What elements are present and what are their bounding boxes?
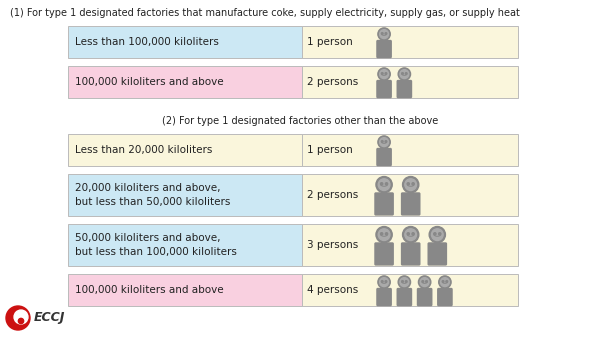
Circle shape: [14, 310, 28, 324]
Circle shape: [380, 183, 383, 185]
Text: 100,000 kiloliters and above: 100,000 kiloliters and above: [75, 77, 224, 87]
Circle shape: [382, 32, 383, 34]
Circle shape: [406, 281, 407, 282]
Text: 2 persons: 2 persons: [307, 77, 358, 87]
Circle shape: [376, 176, 392, 193]
Circle shape: [429, 226, 445, 243]
Circle shape: [412, 233, 414, 235]
Circle shape: [382, 73, 383, 74]
Text: (1) For type 1 designated factories that manufacture coke, supply electricity, s: (1) For type 1 designated factories that…: [10, 8, 520, 18]
FancyBboxPatch shape: [376, 288, 392, 306]
Circle shape: [422, 281, 424, 282]
Bar: [302, 174, 518, 216]
Circle shape: [380, 30, 389, 39]
Circle shape: [385, 73, 387, 74]
Circle shape: [385, 141, 387, 142]
FancyBboxPatch shape: [397, 288, 412, 306]
Circle shape: [407, 183, 409, 185]
Circle shape: [378, 68, 390, 80]
Circle shape: [378, 136, 390, 148]
FancyBboxPatch shape: [374, 192, 394, 215]
Circle shape: [406, 73, 407, 74]
Circle shape: [446, 281, 448, 282]
Circle shape: [418, 276, 431, 288]
FancyBboxPatch shape: [401, 242, 421, 266]
Text: 3 persons: 3 persons: [307, 240, 358, 250]
Bar: [68, 26, 302, 58]
Circle shape: [403, 176, 419, 193]
Bar: [68, 274, 302, 306]
FancyBboxPatch shape: [374, 242, 394, 266]
Circle shape: [380, 137, 389, 147]
Bar: [68, 224, 302, 266]
Circle shape: [385, 183, 388, 185]
Circle shape: [401, 73, 403, 74]
Circle shape: [385, 32, 387, 34]
Circle shape: [378, 276, 390, 288]
Text: (2) For type 1 designated factories other than the above: (2) For type 1 designated factories othe…: [162, 116, 438, 126]
Circle shape: [385, 281, 387, 282]
Bar: [302, 26, 518, 58]
Bar: [68, 66, 302, 98]
Circle shape: [378, 179, 390, 190]
Circle shape: [382, 281, 383, 282]
Circle shape: [400, 70, 409, 79]
Circle shape: [442, 281, 444, 282]
Circle shape: [400, 278, 409, 287]
FancyBboxPatch shape: [376, 148, 392, 166]
FancyBboxPatch shape: [397, 80, 412, 98]
Text: 20,000 kiloliters and above,
but less than 50,000 kiloliters: 20,000 kiloliters and above, but less th…: [75, 183, 230, 207]
Circle shape: [407, 233, 409, 235]
Circle shape: [403, 226, 419, 243]
FancyBboxPatch shape: [417, 288, 433, 306]
Circle shape: [439, 233, 441, 235]
Text: Less than 100,000 kiloliters: Less than 100,000 kiloliters: [75, 37, 219, 47]
FancyBboxPatch shape: [427, 242, 447, 266]
Circle shape: [412, 183, 414, 185]
Circle shape: [380, 278, 389, 287]
Circle shape: [380, 70, 389, 79]
Circle shape: [439, 276, 451, 288]
Circle shape: [19, 318, 23, 324]
Circle shape: [380, 233, 383, 235]
Circle shape: [378, 229, 390, 240]
Text: 100,000 kiloliters and above: 100,000 kiloliters and above: [75, 285, 224, 295]
Circle shape: [434, 233, 436, 235]
Circle shape: [6, 306, 30, 330]
Circle shape: [385, 233, 388, 235]
Text: 2 persons: 2 persons: [307, 190, 358, 200]
Text: 50,000 kiloliters and above,
but less than 100,000 kiloliters: 50,000 kiloliters and above, but less th…: [75, 233, 237, 257]
Circle shape: [382, 141, 383, 142]
Bar: [302, 66, 518, 98]
Circle shape: [440, 278, 449, 287]
Text: 4 persons: 4 persons: [307, 285, 358, 295]
Circle shape: [398, 68, 410, 80]
Text: 1 person: 1 person: [307, 37, 353, 47]
Text: ECCJ: ECCJ: [34, 312, 65, 325]
Bar: [302, 134, 518, 166]
FancyBboxPatch shape: [376, 80, 392, 98]
FancyBboxPatch shape: [401, 192, 421, 215]
Bar: [302, 274, 518, 306]
Bar: [68, 174, 302, 216]
Circle shape: [401, 281, 403, 282]
Bar: [302, 224, 518, 266]
Circle shape: [376, 226, 392, 243]
Text: Less than 20,000 kiloliters: Less than 20,000 kiloliters: [75, 145, 212, 155]
Circle shape: [431, 229, 443, 240]
FancyBboxPatch shape: [376, 40, 392, 58]
Circle shape: [420, 278, 429, 287]
Circle shape: [405, 229, 416, 240]
Circle shape: [398, 276, 410, 288]
Circle shape: [378, 28, 390, 40]
Bar: [68, 134, 302, 166]
Text: 1 person: 1 person: [307, 145, 353, 155]
Circle shape: [425, 281, 427, 282]
FancyBboxPatch shape: [437, 288, 453, 306]
Circle shape: [405, 179, 416, 190]
